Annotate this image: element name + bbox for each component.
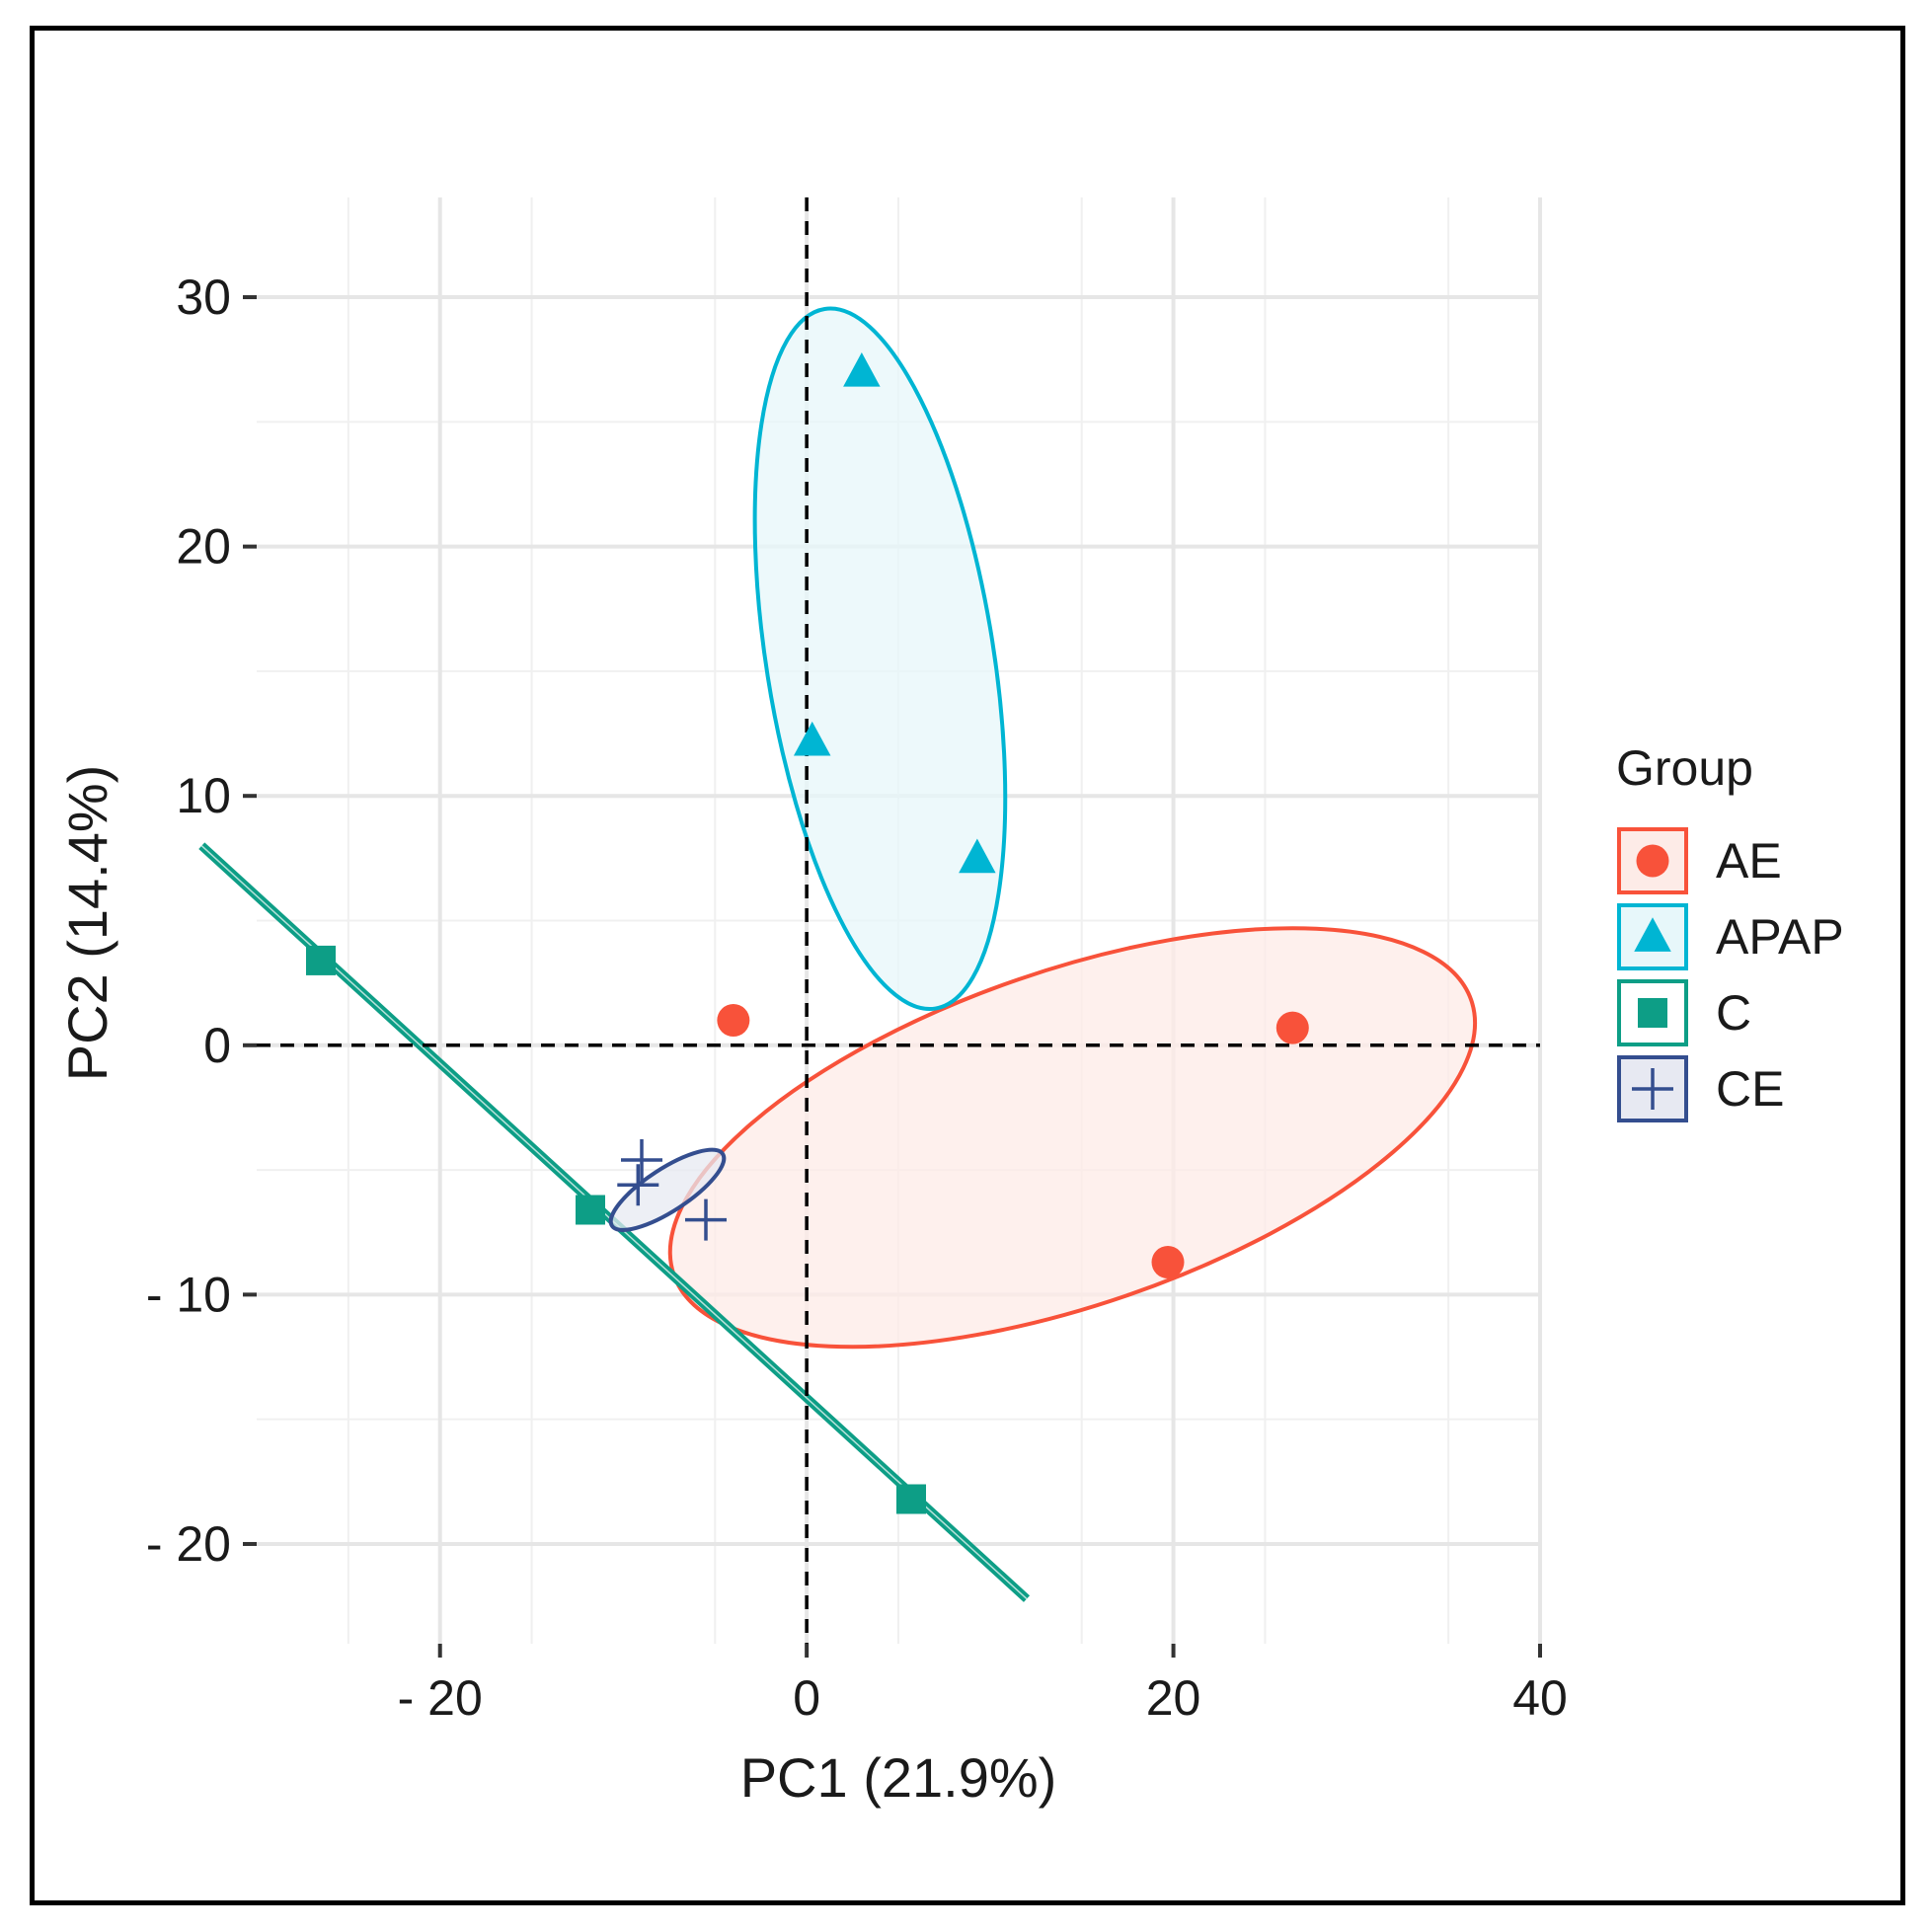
y-tick-label: - 20 xyxy=(146,1516,231,1572)
y-tick-label: - 10 xyxy=(146,1267,231,1322)
point-c-1 xyxy=(306,945,336,975)
x-tick-label: 0 xyxy=(793,1670,820,1726)
legend-title: Group xyxy=(1616,740,1753,796)
legend-label-c: C xyxy=(1716,985,1751,1041)
point-ce-2 xyxy=(617,1164,659,1206)
legend-marker-ce xyxy=(1632,1068,1673,1110)
point-ae-2 xyxy=(1275,1011,1309,1044)
point-ae-3 xyxy=(1151,1246,1185,1279)
y-tick-label: 30 xyxy=(176,270,231,325)
ellipse-ce xyxy=(608,1147,727,1232)
x-axis: - 20 0 20 40 xyxy=(398,1644,1568,1726)
legend: Group AE APAP C CE xyxy=(1616,740,1844,1122)
y-tick-label: 20 xyxy=(176,519,231,575)
y-axis: - 20 - 10 0 10 20 30 xyxy=(146,270,257,1572)
legend-label-ae: AE xyxy=(1716,833,1782,889)
data-points xyxy=(306,352,1309,1514)
y-tick-label: 10 xyxy=(176,768,231,823)
ellipse-apap xyxy=(752,306,1008,1011)
x-tick-label: - 20 xyxy=(398,1670,483,1726)
legend-label-ce: CE xyxy=(1716,1061,1784,1117)
legend-label-apap: APAP xyxy=(1716,909,1844,965)
ellipse-ae xyxy=(667,926,1478,1350)
point-ce-1 xyxy=(621,1138,662,1181)
x-tick-label: 40 xyxy=(1512,1670,1568,1726)
legend-marker-apap xyxy=(1634,917,1671,952)
y-axis-label: PC2 (14.4%) xyxy=(56,765,118,1082)
reference-lines xyxy=(257,197,1540,1644)
x-axis-label: PC1 (21.9%) xyxy=(740,1746,1057,1809)
point-ce-3 xyxy=(685,1198,727,1241)
point-c-3 xyxy=(896,1484,926,1514)
x-tick-label: 20 xyxy=(1146,1670,1201,1726)
point-c-2 xyxy=(576,1195,605,1225)
point-apap-2 xyxy=(793,721,831,756)
y-tick-label: 0 xyxy=(203,1018,231,1073)
legend-marker-c xyxy=(1638,998,1667,1028)
legend-marker-ae xyxy=(1636,844,1669,878)
point-apap-1 xyxy=(843,352,881,387)
point-ae-1 xyxy=(717,1004,750,1038)
confidence-ellipses xyxy=(198,306,1478,1602)
point-apap-3 xyxy=(959,838,996,874)
